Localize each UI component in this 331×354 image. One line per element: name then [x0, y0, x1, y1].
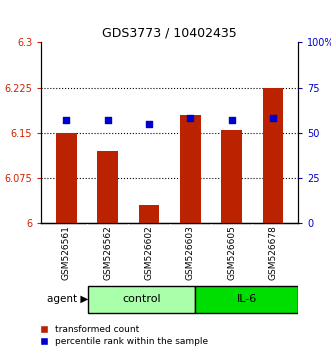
Title: GDS3773 / 10402435: GDS3773 / 10402435	[102, 27, 237, 40]
Text: GSM526561: GSM526561	[62, 225, 71, 280]
Bar	[221, 130, 242, 223]
Point	[146, 121, 152, 126]
Text: GSM526603: GSM526603	[186, 225, 195, 280]
Text: agent ▶: agent ▶	[46, 294, 88, 304]
Point	[270, 115, 276, 121]
Text: IL-6: IL-6	[236, 294, 257, 304]
Text: GSM526678: GSM526678	[268, 225, 278, 280]
FancyBboxPatch shape	[87, 286, 195, 313]
Point	[229, 117, 234, 123]
Legend: transformed count, percentile rank within the sample: transformed count, percentile rank withi…	[31, 321, 212, 349]
FancyBboxPatch shape	[195, 286, 298, 313]
Bar	[56, 133, 76, 223]
Text: GSM526605: GSM526605	[227, 225, 236, 280]
Bar	[139, 205, 159, 223]
Point	[188, 115, 193, 121]
Point	[64, 117, 69, 123]
Bar	[180, 115, 201, 223]
Text: GSM526562: GSM526562	[103, 225, 112, 280]
Point	[105, 117, 110, 123]
Bar	[97, 151, 118, 223]
Text: GSM526602: GSM526602	[144, 225, 154, 280]
Text: control: control	[122, 294, 161, 304]
Bar	[263, 87, 283, 223]
